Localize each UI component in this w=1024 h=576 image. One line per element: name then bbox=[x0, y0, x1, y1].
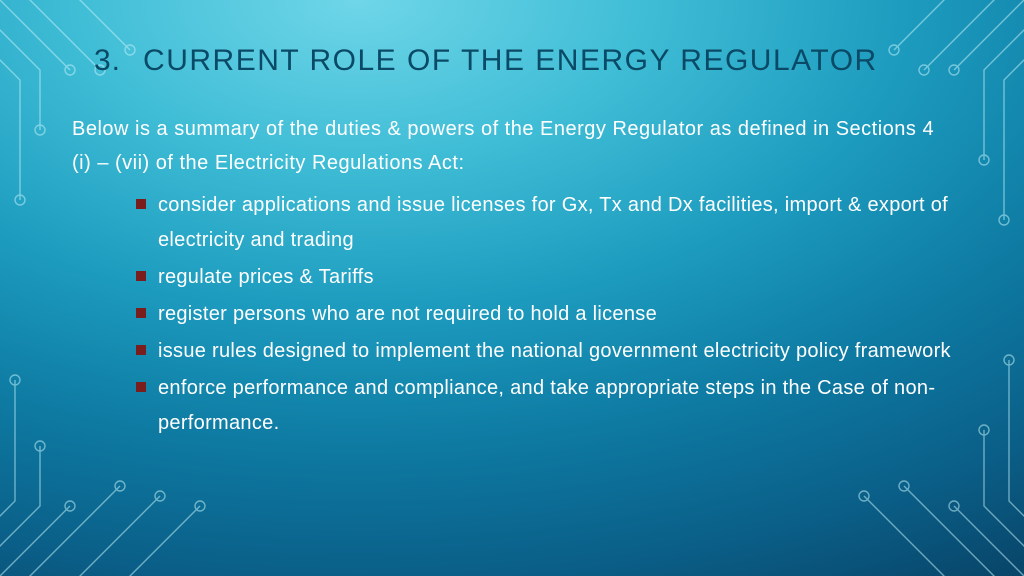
slide-number: 3. bbox=[94, 44, 121, 78]
slide-title: CURRENT ROLE OF THE ENERGY REGULATOR bbox=[143, 44, 878, 78]
slide-content: 3. CURRENT ROLE OF THE ENERGY REGULATOR … bbox=[0, 0, 1024, 441]
list-item: consider applications and issue licenses… bbox=[136, 188, 952, 258]
list-item: register persons who are not required to… bbox=[136, 297, 952, 332]
list-item: regulate prices & Tariffs bbox=[136, 260, 952, 295]
slide-intro: Below is a summary of the duties & power… bbox=[72, 112, 952, 180]
list-item: issue rules designed to implement the na… bbox=[136, 334, 952, 369]
slide-title-row: 3. CURRENT ROLE OF THE ENERGY REGULATOR bbox=[94, 44, 952, 78]
bullet-list: consider applications and issue licenses… bbox=[72, 188, 952, 441]
list-item: enforce performance and compliance, and … bbox=[136, 371, 952, 441]
